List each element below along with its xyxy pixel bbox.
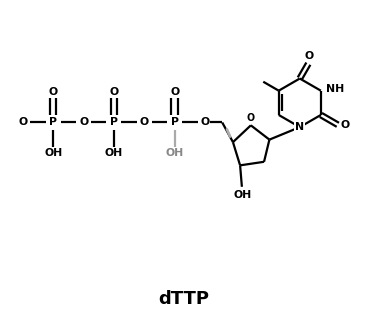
Text: OH: OH — [44, 148, 62, 158]
Text: dTTP: dTTP — [158, 290, 209, 308]
Text: O: O — [18, 117, 27, 127]
Text: O: O — [79, 117, 88, 127]
Text: P: P — [49, 117, 57, 127]
Text: P: P — [171, 117, 179, 127]
Text: OH: OH — [166, 148, 184, 158]
Text: O: O — [140, 117, 149, 127]
Text: O: O — [109, 87, 119, 97]
Text: N: N — [295, 122, 304, 132]
Text: OH: OH — [105, 148, 123, 158]
Text: NH: NH — [326, 84, 344, 94]
Text: O: O — [200, 117, 210, 127]
Text: P: P — [110, 117, 118, 127]
Text: O: O — [247, 113, 255, 123]
Text: OH: OH — [234, 190, 252, 200]
Text: O: O — [305, 51, 314, 61]
Text: O: O — [49, 87, 58, 97]
Text: O: O — [170, 87, 179, 97]
Text: O: O — [341, 120, 350, 130]
